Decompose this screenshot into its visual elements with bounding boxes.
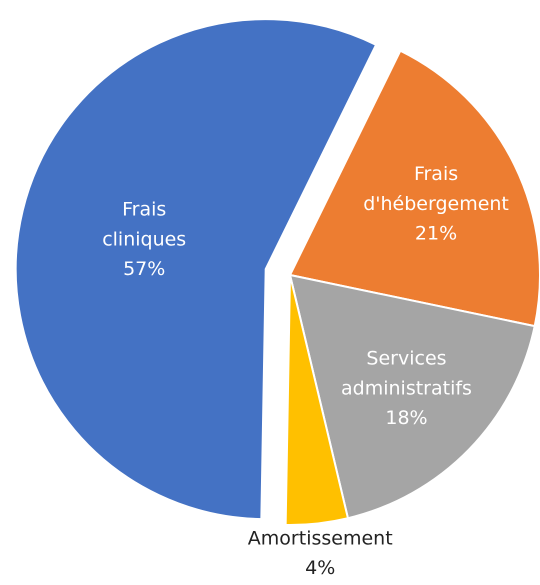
pie-slice — [284, 274, 350, 526]
slice-label: Frais cliniques — [102, 198, 186, 250]
slice-value-label: 18% — [385, 407, 427, 429]
slice-label: Services administratifs — [341, 347, 472, 399]
slice-value-label: 57% — [123, 258, 165, 280]
pie-slice — [288, 273, 536, 520]
slice-value-label: 4% — [305, 557, 335, 579]
slice-label: Frais d'hébergement — [363, 162, 509, 214]
slice-value-label: 21% — [415, 222, 457, 244]
slice-label: Amortissement — [248, 527, 393, 549]
pie-slice — [14, 18, 378, 521]
